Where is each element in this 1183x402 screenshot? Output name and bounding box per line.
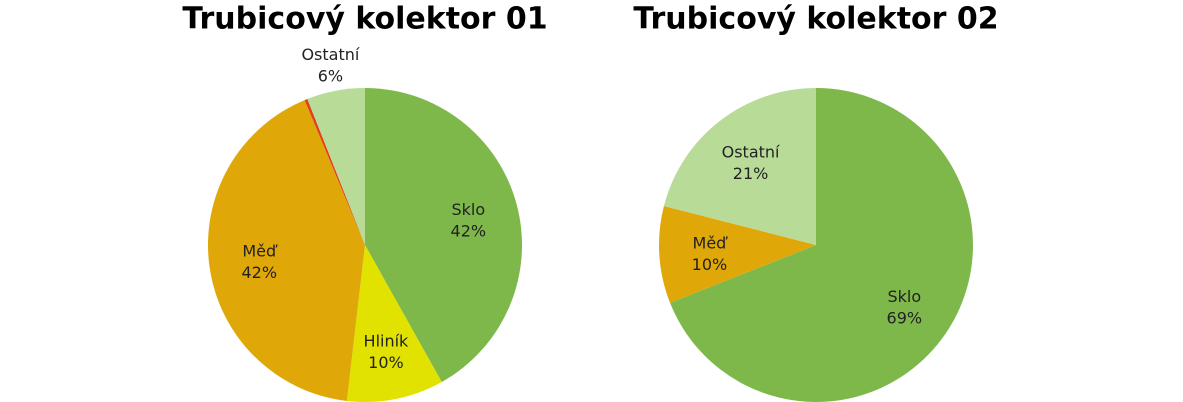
label-category: Hliník bbox=[364, 331, 410, 350]
pie-slice bbox=[659, 205, 816, 303]
pie-slice bbox=[207, 100, 365, 401]
label-value: 21% bbox=[733, 164, 769, 183]
label-category: Sklo bbox=[887, 287, 921, 306]
pie-slice bbox=[346, 245, 442, 402]
data-label: Sklo 69% bbox=[887, 287, 923, 328]
label-value: 10% bbox=[368, 353, 404, 372]
data-label: Ostatní 21% bbox=[722, 142, 780, 183]
label-category: Měď bbox=[242, 242, 278, 261]
label-value: 42% bbox=[451, 221, 487, 240]
pie-slice bbox=[365, 88, 522, 382]
data-label: Měď 42% bbox=[241, 242, 278, 283]
data-label: Hliník 10% bbox=[364, 331, 410, 372]
label-value: 10% bbox=[692, 255, 728, 274]
label-value: 6% bbox=[318, 66, 343, 85]
chart-title: Trubicový kolektor 01 bbox=[182, 2, 547, 37]
label-value: 69% bbox=[887, 308, 923, 327]
data-label: Měď 10% bbox=[692, 234, 729, 275]
label-category: Měď bbox=[693, 234, 729, 253]
pie-slice bbox=[663, 88, 816, 245]
pie-slice bbox=[304, 98, 365, 245]
chart-title: Trubicový kolektor 02 bbox=[633, 2, 998, 37]
label-category: Ostatní bbox=[722, 142, 780, 161]
data-label: Sklo 42% bbox=[451, 200, 487, 241]
label-value: 42% bbox=[241, 263, 277, 282]
pie-slice bbox=[307, 88, 365, 245]
data-label: Ostatní 6% bbox=[301, 45, 359, 86]
label-category: Sklo bbox=[451, 200, 485, 219]
pie-slice bbox=[670, 88, 973, 402]
label-category: Ostatní bbox=[301, 45, 359, 64]
